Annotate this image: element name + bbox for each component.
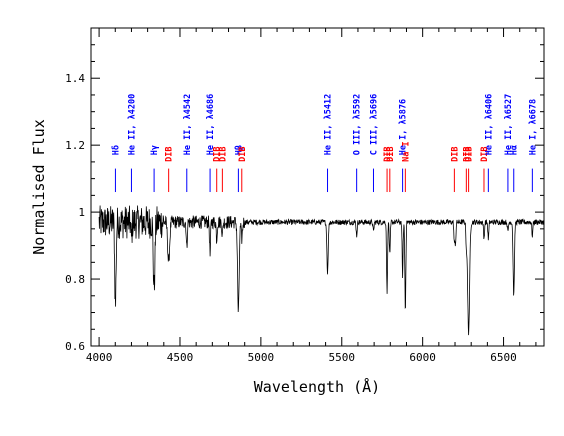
line-label: He II, λ4200 [127, 94, 137, 155]
dib-label: DIB [218, 147, 228, 162]
y-tick-label: 0.6 [65, 340, 85, 353]
x-tick-label: 4000 [86, 351, 113, 364]
line-label: He I, λ5876 [399, 99, 409, 155]
dib-label: DIB [165, 147, 175, 162]
dib-label: DIB [462, 147, 472, 162]
dib-label: DIB [383, 147, 393, 162]
y-axis-label: Normalised Flux [30, 119, 48, 254]
line-label: Hγ [150, 145, 160, 155]
marker-layer: Hδ He II, λ4200 Hγ DIB He II, λ4542 He II, λ4… [111, 94, 538, 193]
dib-label: DIB [386, 147, 396, 162]
y-tick-label: 1.2 [65, 139, 85, 152]
line-label: He II, λ5412 [324, 94, 334, 155]
x-axis-label: Wavelength (Å) [254, 377, 380, 396]
line-label: O III, λ5592 [353, 94, 363, 155]
y-tick-label: 1 [78, 206, 85, 219]
line-label: He II, λ6406 [484, 94, 494, 155]
line-label: Hα [510, 145, 520, 155]
line-label: He II, λ4542 [183, 94, 193, 155]
dib-label: DIB [465, 147, 475, 162]
line-label: He II, λ4686 [206, 94, 216, 155]
x-tick-label: 6500 [490, 351, 517, 364]
dib-label: DIB [238, 147, 248, 162]
y-tick-label: 1.4 [65, 72, 85, 85]
dib-label: DIB [213, 147, 223, 162]
x-tick-label: 6000 [409, 351, 436, 364]
y-tick-label: 0.8 [65, 273, 85, 286]
plot-frame [90, 27, 545, 347]
line-label: He I, λ6678 [528, 99, 538, 155]
x-tick-label: 4500 [167, 351, 194, 364]
spectrum-line [98, 205, 545, 336]
dib-label: DIB [480, 147, 490, 162]
x-tick-label: 5000 [248, 351, 275, 364]
x-tick-label: 5500 [329, 351, 356, 364]
dib-label: DIB [450, 147, 460, 162]
line-label: Hβ [234, 145, 244, 155]
line-label: C III, λ5696 [369, 94, 379, 155]
line-label: Hδ [111, 145, 121, 155]
tick-layer: 4000 4500 5000 5500 6000 6500 0.6 0.8 1 1.2 1.4 [65, 27, 544, 364]
dib-label: Na I [401, 141, 411, 161]
spectrum-layer [98, 205, 545, 336]
line-label: He II, λ6527 [504, 94, 514, 155]
